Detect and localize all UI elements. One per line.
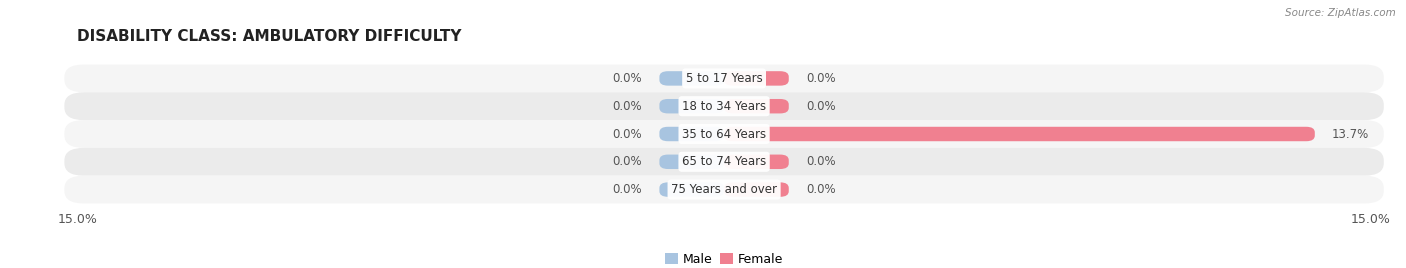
FancyBboxPatch shape bbox=[659, 182, 724, 197]
FancyBboxPatch shape bbox=[65, 120, 1384, 148]
Text: 5 to 17 Years: 5 to 17 Years bbox=[686, 72, 762, 85]
Text: 13.7%: 13.7% bbox=[1331, 128, 1369, 140]
FancyBboxPatch shape bbox=[724, 99, 789, 113]
Text: 0.0%: 0.0% bbox=[806, 183, 835, 196]
FancyBboxPatch shape bbox=[65, 148, 1384, 176]
Text: 0.0%: 0.0% bbox=[806, 155, 835, 168]
Text: 0.0%: 0.0% bbox=[806, 72, 835, 85]
FancyBboxPatch shape bbox=[724, 182, 789, 197]
FancyBboxPatch shape bbox=[659, 99, 724, 113]
Text: 75 Years and over: 75 Years and over bbox=[671, 183, 778, 196]
Text: 0.0%: 0.0% bbox=[613, 128, 643, 140]
FancyBboxPatch shape bbox=[659, 127, 724, 141]
Text: 0.0%: 0.0% bbox=[613, 155, 643, 168]
FancyBboxPatch shape bbox=[724, 71, 789, 86]
FancyBboxPatch shape bbox=[724, 127, 1315, 141]
Text: DISABILITY CLASS: AMBULATORY DIFFICULTY: DISABILITY CLASS: AMBULATORY DIFFICULTY bbox=[77, 29, 461, 44]
Text: 0.0%: 0.0% bbox=[806, 100, 835, 113]
FancyBboxPatch shape bbox=[724, 155, 789, 169]
Legend: Male, Female: Male, Female bbox=[665, 253, 783, 266]
Text: 18 to 34 Years: 18 to 34 Years bbox=[682, 100, 766, 113]
Text: 65 to 74 Years: 65 to 74 Years bbox=[682, 155, 766, 168]
Text: 0.0%: 0.0% bbox=[613, 72, 643, 85]
FancyBboxPatch shape bbox=[659, 71, 724, 86]
Text: Source: ZipAtlas.com: Source: ZipAtlas.com bbox=[1285, 8, 1396, 18]
FancyBboxPatch shape bbox=[65, 176, 1384, 203]
Text: 0.0%: 0.0% bbox=[613, 100, 643, 113]
FancyBboxPatch shape bbox=[659, 155, 724, 169]
Text: 0.0%: 0.0% bbox=[613, 183, 643, 196]
FancyBboxPatch shape bbox=[65, 65, 1384, 92]
FancyBboxPatch shape bbox=[65, 92, 1384, 120]
Text: 35 to 64 Years: 35 to 64 Years bbox=[682, 128, 766, 140]
